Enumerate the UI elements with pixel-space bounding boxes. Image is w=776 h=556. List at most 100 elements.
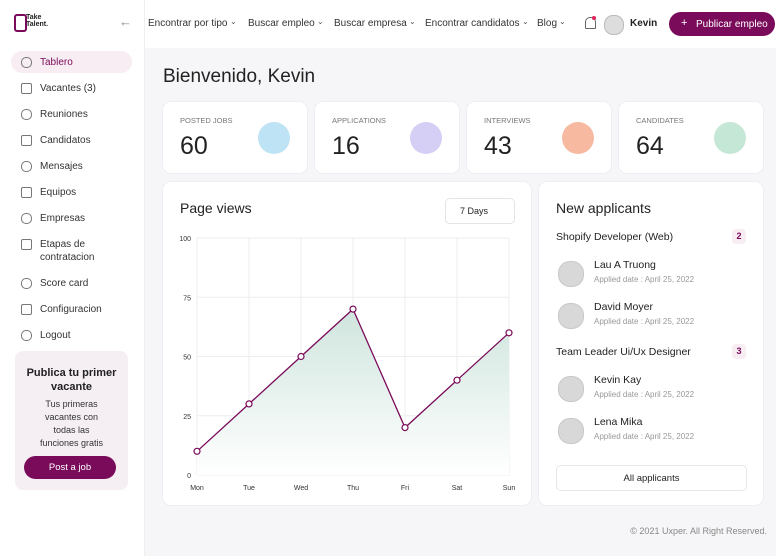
promo-text: Tus primeras vacantes con todas las func… [39, 399, 104, 448]
applicant-avatar [558, 376, 584, 402]
applicant-name[interactable]: David Moyer [594, 301, 653, 313]
stat-label: APPLICATIONS [332, 116, 387, 125]
logo-line: Talent. [26, 21, 49, 28]
y-tick-label: 50 [183, 355, 191, 362]
sidebar-item[interactable]: Candidatos [40, 135, 91, 146]
sidebar-item[interactable]: Etapas de contratacion [40, 239, 95, 263]
group-title: Shopify Developer (Web) [556, 231, 674, 243]
applicant-name[interactable]: Lena Mika [594, 416, 643, 428]
range-label[interactable]: 7 Days [460, 206, 489, 216]
applied-date: Applied date : April 25, 2022 [594, 390, 695, 399]
active-item-bg [11, 51, 132, 73]
applied-date: Applied date : April 25, 2022 [594, 275, 695, 284]
top-nav-item[interactable]: Buscar empleo [248, 18, 315, 29]
point [245, 400, 253, 408]
nav-icon [21, 239, 32, 250]
publish-plus: + [681, 17, 688, 29]
chevron: ⌄ [559, 17, 566, 26]
top-nav-item[interactable]: Blog [537, 18, 558, 29]
user-name[interactable]: Kevin [630, 18, 658, 29]
point [193, 447, 201, 455]
nav-icon [21, 83, 32, 94]
sidebar-item[interactable]: Mensajes [40, 161, 83, 172]
applied-date: Applied date : April 25, 2022 [594, 317, 695, 326]
applicant-name[interactable]: Kevin Kay [594, 374, 642, 386]
nav-icon [21, 278, 32, 289]
nav-icon [21, 213, 32, 224]
applicant-avatar [558, 261, 584, 287]
applicants-title: New applicants [556, 200, 651, 216]
x-tick-label: Fri [401, 485, 410, 492]
x-tick-label: Tue [243, 485, 255, 492]
bell[interactable] [585, 17, 596, 29]
footer: © 2021 Uxper. All Right Reserved. [630, 526, 767, 536]
sidebar-item[interactable]: Score card [40, 278, 89, 289]
stat-label: POSTED JOBS [180, 116, 233, 125]
point [349, 305, 357, 313]
y-tick-label: 0 [187, 473, 191, 480]
top-nav-item[interactable]: Encontrar por tipo [148, 18, 228, 29]
publish-button[interactable]: + Publicar empleo [669, 12, 775, 36]
stat-icon [258, 122, 290, 154]
nav-icon [21, 109, 32, 120]
sidebar-item[interactable]: Logout [40, 330, 71, 341]
stat-card: APPLICATIONS 16 [315, 102, 459, 173]
x-tick-label: Mon [190, 485, 204, 492]
stat-icon [714, 122, 746, 154]
y-tick-label: 75 [183, 295, 191, 302]
count-badge: 3 [732, 344, 746, 359]
applicant-name[interactable]: Lau A Truong [594, 259, 656, 271]
x-tick-label: Thu [347, 485, 359, 492]
chevron: ⌄ [317, 17, 324, 26]
sidebar-item[interactable]: Reuniones [40, 109, 88, 120]
logo-icon [14, 14, 27, 32]
stat-value: 64 [636, 132, 664, 160]
bell-dot [592, 16, 596, 20]
stat-value: 43 [484, 132, 512, 160]
sidebar-item[interactable]: Configuracion [40, 304, 102, 315]
stat-icon [562, 122, 594, 154]
chevron: ⌄ [230, 17, 237, 26]
stat-value: 16 [332, 132, 360, 160]
nav-icon [21, 330, 32, 341]
sidebar-item[interactable]: Equipos [40, 187, 77, 198]
point [453, 376, 461, 384]
top-nav-item[interactable]: Buscar empresa [334, 18, 407, 29]
nav-icon [21, 161, 32, 172]
count-badge: 2 [732, 229, 746, 244]
x-tick-label: Wed [294, 485, 308, 492]
collapse-icon: ← [119, 14, 132, 29]
stat-value: 60 [180, 132, 208, 160]
sidebar-item[interactable]: Tablero [40, 57, 73, 68]
promo-button-label[interactable]: Post a job [48, 462, 92, 473]
range-select[interactable]: 7 Days [445, 198, 515, 224]
point [297, 352, 305, 361]
stat-icon [410, 122, 442, 154]
sidebar-item[interactable]: Empresas [40, 213, 86, 224]
applicant-avatar [558, 303, 584, 329]
publish-label[interactable]: Publicar empleo [696, 19, 768, 30]
stat-card: CANDIDATES 64 [619, 102, 763, 173]
welcome: Bienvenido, Kevin [163, 66, 316, 87]
avatar[interactable] [604, 15, 624, 35]
area [197, 309, 509, 475]
nav-icon [21, 187, 32, 198]
all-applicants-button[interactable]: All applicants [556, 465, 747, 491]
chevron: ⌄ [522, 17, 529, 26]
sidebar-item[interactable]: Vacantes (3) [40, 83, 96, 94]
y-tick-label: 25 [183, 414, 191, 421]
stat-label: CANDIDATES [636, 116, 684, 125]
y-tick-label: 100 [179, 236, 191, 243]
promo-title: Publica tu primer vacante [26, 367, 117, 393]
stat-label: INTERVIEWS [484, 116, 531, 125]
button-label[interactable]: All applicants [623, 473, 680, 484]
promo-box: Publica tu primer vacante Tus primeras va… [15, 351, 128, 490]
x-tick-label: Sat [452, 485, 463, 492]
applied-date: Applied date : April 25, 2022 [594, 432, 695, 441]
promo-button[interactable]: Post a job [24, 456, 116, 479]
top-nav-item[interactable]: Encontrar candidatos [425, 18, 520, 29]
chart-card: Page views 7 Days 0 25 50 75 100 Mon Tue Wed Thu Fr… [163, 182, 531, 505]
chart-title: Page views [180, 200, 252, 216]
chevron: ⌄ [409, 17, 416, 26]
